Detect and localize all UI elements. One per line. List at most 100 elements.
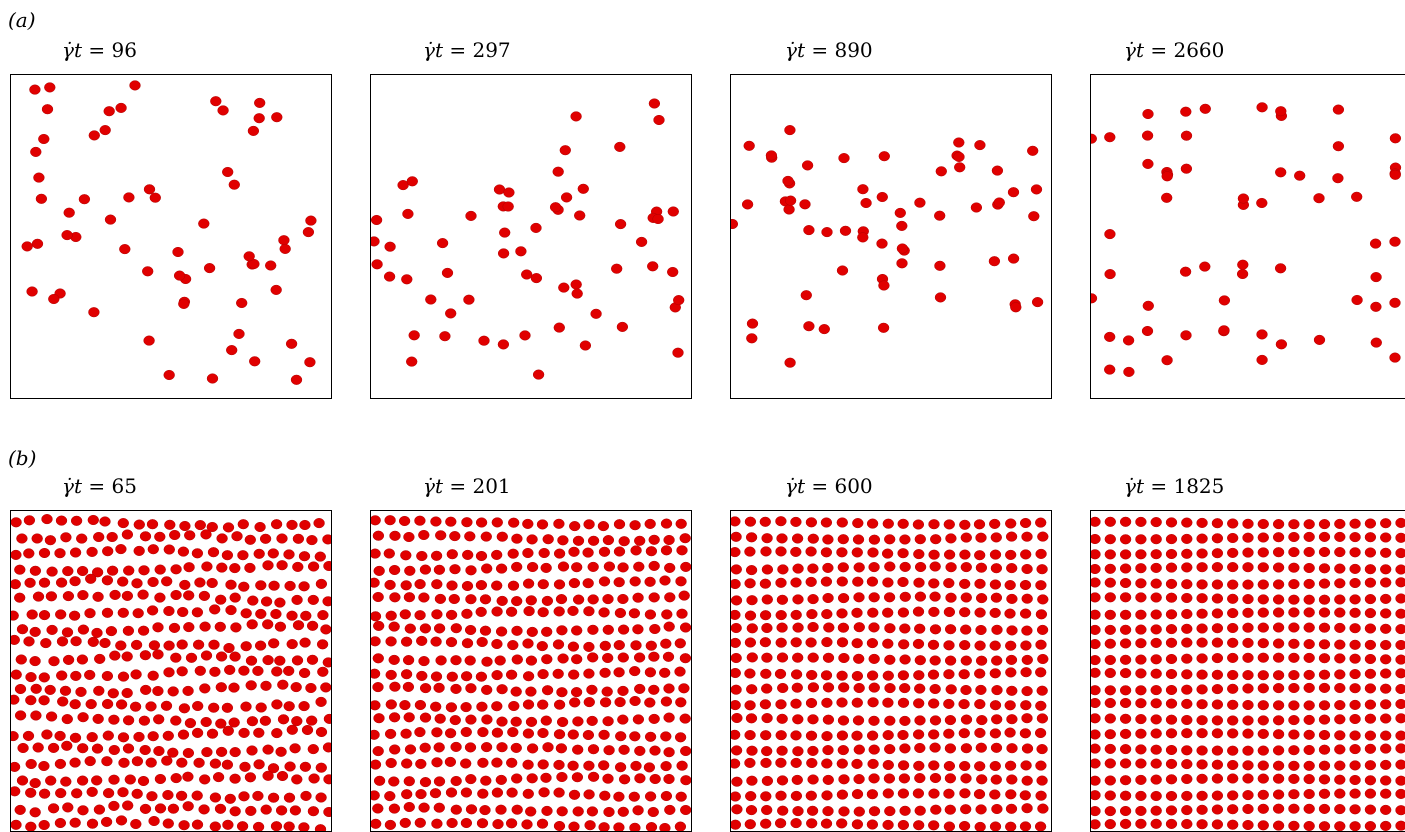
particle: [599, 790, 611, 801]
particle: [934, 292, 947, 303]
particle: [1165, 774, 1178, 785]
particle: [897, 576, 909, 588]
particle: [959, 578, 971, 589]
particle: [1104, 364, 1116, 375]
particle: [1104, 743, 1116, 754]
particle: [792, 714, 804, 725]
particle: [1006, 774, 1018, 785]
particle: [914, 683, 926, 694]
particle: [1288, 803, 1300, 814]
particle: [633, 652, 646, 663]
particle: [836, 265, 849, 276]
particle: [1349, 547, 1361, 558]
particle: [975, 624, 987, 636]
particle: [177, 606, 189, 618]
particle: [167, 747, 179, 758]
particle: [731, 684, 742, 695]
particle: [851, 638, 863, 649]
particle: [274, 621, 287, 632]
particle: [15, 654, 27, 665]
particle: [152, 649, 164, 660]
particle: [1211, 533, 1224, 544]
particle: [959, 760, 971, 772]
particle: [491, 787, 504, 798]
particle: [99, 637, 111, 649]
particle: [430, 671, 443, 682]
particle: [1227, 622, 1239, 634]
particle: [1257, 745, 1269, 756]
particle: [511, 533, 523, 544]
particle: [508, 700, 520, 712]
particle: [162, 818, 174, 829]
particle: [960, 592, 972, 603]
particle: [284, 761, 296, 772]
particle: [48, 293, 60, 305]
particle: [371, 668, 381, 679]
particle: [176, 666, 188, 677]
particle: [790, 757, 802, 768]
particle: [837, 745, 849, 756]
particle: [1227, 819, 1239, 830]
particle: [194, 577, 206, 588]
particle: [11, 579, 21, 590]
particle: [1036, 713, 1049, 724]
particle: [1196, 608, 1208, 619]
particle: [976, 715, 988, 726]
particle: [555, 594, 568, 605]
particle: [930, 534, 942, 545]
particle: [866, 576, 879, 587]
particle: [29, 807, 41, 818]
particle: [215, 682, 227, 693]
particle: [238, 791, 250, 802]
particle: [372, 591, 384, 603]
particle: [821, 758, 833, 769]
particle: [270, 821, 283, 831]
particle: [201, 561, 213, 572]
particle: [1257, 579, 1269, 590]
particle: [433, 682, 445, 693]
particle: [584, 820, 596, 831]
particle: [277, 714, 290, 725]
particle: [1288, 773, 1300, 784]
particle: [86, 546, 98, 557]
particle: [1104, 132, 1116, 143]
particle: [557, 561, 570, 572]
particle: [943, 578, 955, 589]
particle: [761, 713, 773, 724]
particle: [667, 266, 679, 278]
particle: [505, 669, 518, 680]
particle: [210, 96, 222, 107]
particle: [1313, 193, 1325, 204]
particle: [557, 535, 569, 546]
particle: [1005, 789, 1017, 800]
particle: [44, 535, 57, 546]
particle: [429, 788, 442, 799]
particle: [928, 606, 940, 617]
particle: [1019, 728, 1032, 739]
particle: [255, 608, 267, 619]
particle: [389, 592, 401, 603]
particle: [1104, 790, 1116, 801]
particle: [1349, 713, 1361, 725]
particle: [115, 544, 127, 555]
particle: [1303, 607, 1315, 618]
particle: [852, 534, 865, 545]
particle: [14, 710, 27, 721]
particle: [479, 625, 492, 636]
particle: [1181, 579, 1193, 590]
particle: [744, 730, 756, 741]
particle: [30, 683, 42, 694]
particle: [1150, 698, 1162, 709]
particle: [993, 197, 1005, 208]
particle: [1334, 744, 1346, 755]
particle: [105, 626, 118, 637]
particle: [617, 652, 629, 663]
particle: [960, 532, 972, 543]
particle: [935, 166, 947, 177]
particle: [857, 184, 869, 195]
particle: [57, 696, 69, 707]
particle: [820, 576, 833, 587]
particle: [614, 219, 627, 230]
particle: [974, 668, 986, 679]
particle: [943, 606, 956, 618]
